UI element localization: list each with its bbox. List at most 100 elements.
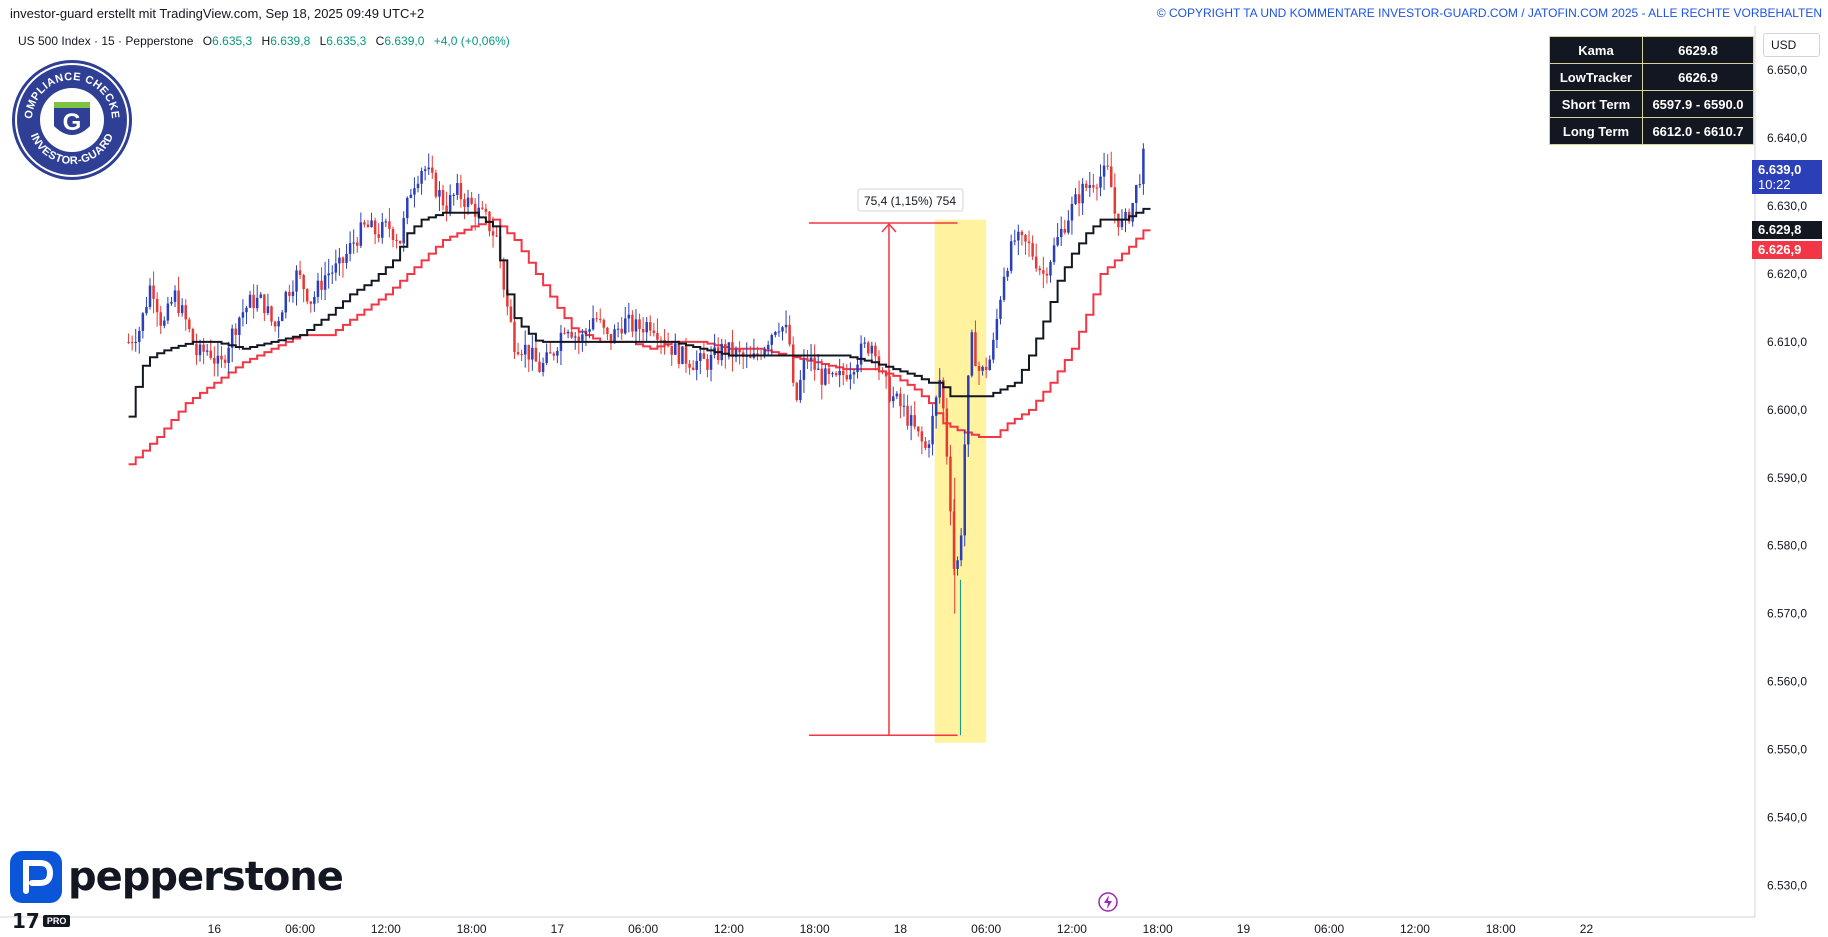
candle-body <box>234 328 238 335</box>
candle-body <box>870 345 874 354</box>
candle-body <box>313 296 316 304</box>
candle-body <box>931 415 934 445</box>
compliance-badge: COMPLIANCE CHECKED INVESTOR-GUARD G <box>10 58 132 180</box>
candle-body <box>727 342 731 355</box>
candle-body <box>273 321 277 327</box>
candle-body <box>391 228 395 240</box>
candle-body <box>888 376 891 402</box>
table-cell-name: Long Term <box>1549 117 1643 145</box>
candle-body <box>695 360 698 370</box>
indicator-table: Kama 6629.8 LowTracker 6626.9 Short Term 65… <box>1549 36 1754 145</box>
candle-body <box>892 396 895 402</box>
candle-body <box>899 393 902 407</box>
candle-body <box>195 343 198 356</box>
candle-body <box>506 289 509 307</box>
candle-body <box>584 331 588 335</box>
bar-countdown: 10:22 <box>1758 177 1791 192</box>
table-row: Long Term 6612.0 - 6610.7 <box>1549 117 1754 145</box>
candle-body <box>1074 194 1077 204</box>
candle-body <box>356 242 359 246</box>
candle-body <box>252 294 255 309</box>
candle-body <box>213 357 216 364</box>
candle-body <box>620 328 623 334</box>
candle-body <box>556 350 559 356</box>
candle-body <box>245 307 248 313</box>
candle-body <box>259 294 263 298</box>
candle-body <box>995 318 999 340</box>
candle-body <box>938 380 941 398</box>
candle-body <box>699 353 702 361</box>
candle-body <box>280 312 284 322</box>
candle-body <box>466 197 470 207</box>
table-cell-value: 6597.9 - 6590.0 <box>1642 90 1754 118</box>
candle-body <box>388 221 391 229</box>
candle-body <box>459 183 463 200</box>
tradingview-logo[interactable]: 17 PRO <box>12 911 71 931</box>
candle-body <box>634 319 638 332</box>
candle-body <box>917 426 920 432</box>
candle-body <box>284 291 288 313</box>
candle-body <box>988 359 991 370</box>
candle-body <box>984 366 988 370</box>
x-tick-label: 06:00 <box>628 922 658 936</box>
candle-body <box>484 208 488 212</box>
candle-body <box>1049 262 1052 276</box>
candle-body <box>438 190 441 197</box>
measure-layer: 75,4 (1,15%) 754 <box>808 188 964 737</box>
candle-body <box>241 312 245 318</box>
lightning-icon[interactable] <box>1097 891 1119 913</box>
candle-body <box>952 511 956 569</box>
header-bar: investor-guard erstellt mit TradingView.… <box>0 0 1828 26</box>
symbol-name[interactable]: US 500 Index · 15 · Pepperstone <box>18 34 194 48</box>
candle-body <box>1131 203 1134 222</box>
candle-body <box>548 352 552 354</box>
candle-body <box>666 345 670 347</box>
candle-body <box>1034 256 1038 269</box>
candle-body <box>173 290 177 302</box>
candle-body <box>516 352 520 355</box>
currency-button[interactable]: USD <box>1763 33 1820 57</box>
candle-body <box>791 344 795 383</box>
y-tick-label: 6.610,0 <box>1767 335 1807 349</box>
measure-arrow-head <box>881 222 897 233</box>
candle-body <box>827 368 831 375</box>
candle-body <box>845 375 849 380</box>
candle-body <box>406 197 409 219</box>
candle-body <box>949 456 952 512</box>
x-tick-label: 18:00 <box>457 922 487 936</box>
candle-body <box>1024 234 1027 242</box>
candle-body <box>448 195 452 213</box>
candle-body <box>677 343 681 364</box>
y-tick-label: 6.530,0 <box>1767 878 1807 892</box>
candle-body <box>1077 194 1081 204</box>
candle-body <box>809 357 813 361</box>
y-tick-label: 6.600,0 <box>1767 403 1807 417</box>
candle-body <box>598 318 602 320</box>
candle-body <box>545 352 548 364</box>
candle-body <box>863 342 866 344</box>
x-tick-label: 18:00 <box>800 922 830 936</box>
x-tick-label: 06:00 <box>1314 922 1344 936</box>
candle-body <box>1120 218 1124 228</box>
candle-body <box>963 444 966 536</box>
y-tick-label: 6.570,0 <box>1767 607 1807 621</box>
candle-body <box>180 305 184 314</box>
candle-body <box>659 339 663 341</box>
price-axis[interactable]: 6.650,0 6.640,0 6.630,0 6.620,0 6.610,0 6.600… <box>1767 63 1807 892</box>
candle-body <box>956 560 959 569</box>
x-tick-label: 22 <box>1580 922 1594 936</box>
candle-body <box>463 199 466 207</box>
candle-body <box>138 330 141 343</box>
candle-body <box>531 347 534 360</box>
time-axis[interactable]: 16 06:00 12:00 18:00 17 06:00 12:00 18:00 18 06:0… <box>208 922 1594 936</box>
candle-body <box>649 322 652 331</box>
tradingview-pro-badge: PRO <box>42 915 71 927</box>
candle-body <box>320 280 323 290</box>
x-tick-label: 12:00 <box>1057 922 1087 936</box>
candle-body <box>1070 203 1074 221</box>
candle-body <box>1017 231 1020 241</box>
candle-body <box>1067 220 1070 233</box>
candle-body <box>298 270 302 275</box>
x-tick-label: 12:00 <box>371 922 401 936</box>
